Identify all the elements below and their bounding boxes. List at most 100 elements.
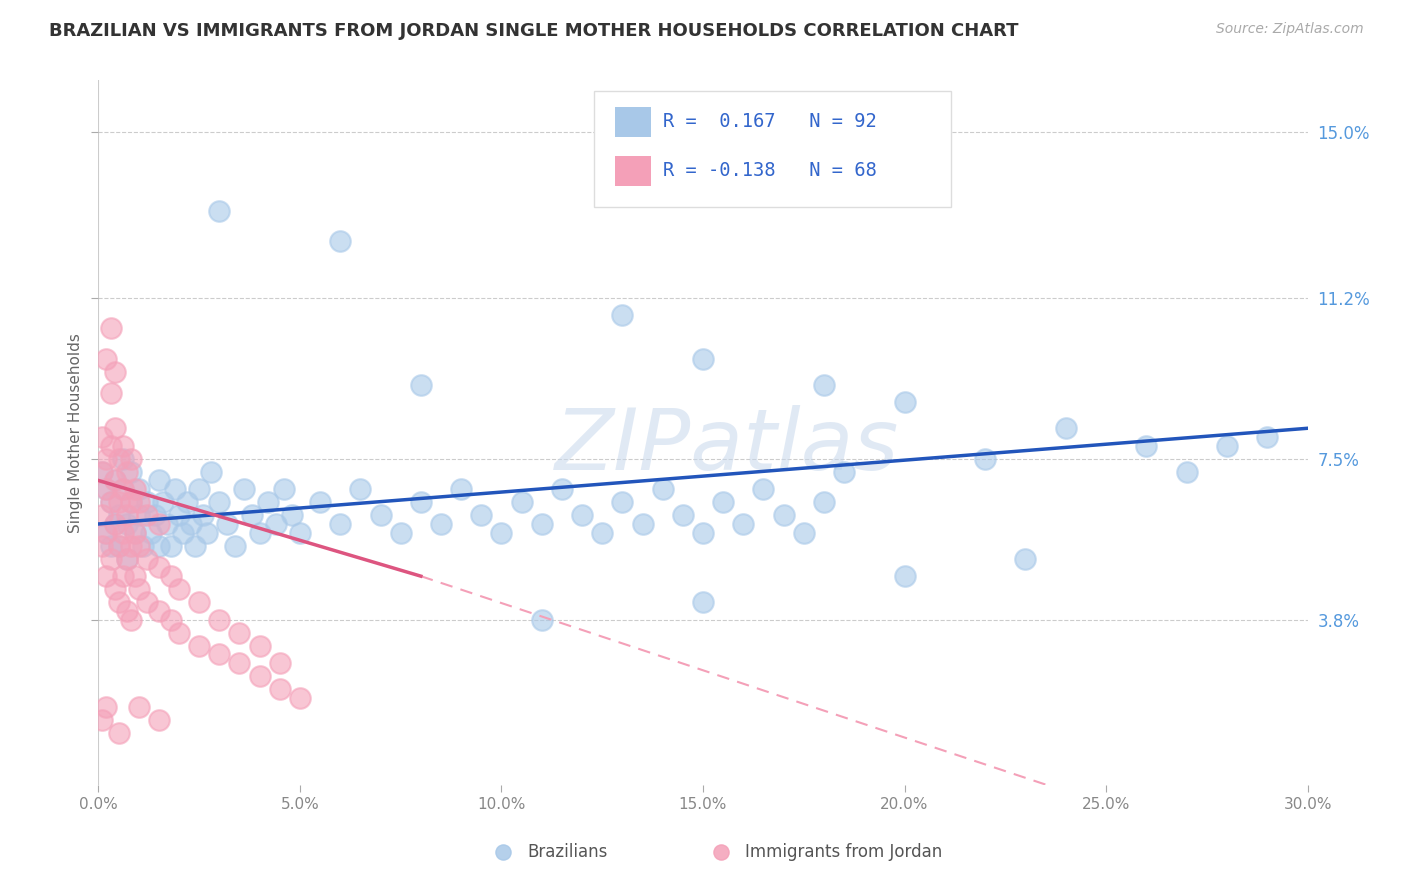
Point bbox=[256, 495, 278, 509]
Point bbox=[96, 482, 118, 496]
Point bbox=[893, 569, 915, 583]
Point bbox=[832, 465, 855, 479]
Point bbox=[115, 551, 138, 566]
Point bbox=[111, 525, 134, 540]
Point bbox=[107, 495, 129, 509]
Point bbox=[96, 525, 118, 540]
Point bbox=[195, 525, 218, 540]
Point bbox=[167, 508, 190, 523]
Point bbox=[309, 495, 332, 509]
Point bbox=[228, 656, 250, 670]
Point bbox=[111, 451, 134, 466]
Point bbox=[124, 525, 146, 540]
Point bbox=[612, 495, 634, 509]
Point bbox=[692, 595, 714, 609]
Point bbox=[672, 508, 695, 523]
Point bbox=[329, 516, 352, 531]
Point bbox=[491, 525, 513, 540]
Point bbox=[530, 516, 553, 531]
Point bbox=[100, 386, 122, 401]
Point bbox=[103, 421, 125, 435]
Point bbox=[288, 525, 311, 540]
Point bbox=[160, 569, 183, 583]
Point bbox=[103, 582, 125, 597]
Point bbox=[167, 625, 190, 640]
Point bbox=[91, 465, 114, 479]
Point bbox=[1135, 439, 1157, 453]
Point bbox=[100, 551, 122, 566]
Point bbox=[208, 648, 231, 662]
Point bbox=[813, 377, 835, 392]
Point bbox=[115, 551, 138, 566]
Text: Source: ZipAtlas.com: Source: ZipAtlas.com bbox=[1216, 22, 1364, 37]
Point bbox=[1175, 465, 1198, 479]
Point bbox=[120, 451, 142, 466]
Point bbox=[96, 569, 118, 583]
Point bbox=[103, 474, 125, 488]
Point bbox=[107, 539, 129, 553]
Point bbox=[160, 539, 183, 553]
Point bbox=[100, 439, 122, 453]
Point bbox=[120, 465, 142, 479]
Point bbox=[100, 539, 122, 553]
Point bbox=[96, 351, 118, 366]
Point bbox=[148, 713, 170, 727]
Point bbox=[249, 669, 271, 683]
Point bbox=[103, 365, 125, 379]
Point bbox=[148, 474, 170, 488]
Point bbox=[249, 525, 271, 540]
Point bbox=[281, 508, 304, 523]
Point bbox=[200, 465, 222, 479]
Point bbox=[430, 516, 453, 531]
Point bbox=[269, 682, 291, 697]
Point bbox=[128, 699, 150, 714]
Text: BRAZILIAN VS IMMIGRANTS FROM JORDAN SINGLE MOTHER HOUSEHOLDS CORRELATION CHART: BRAZILIAN VS IMMIGRANTS FROM JORDAN SING… bbox=[49, 22, 1019, 40]
Point bbox=[135, 495, 157, 509]
Point bbox=[96, 451, 118, 466]
Point bbox=[103, 474, 125, 488]
Point bbox=[107, 595, 129, 609]
Point bbox=[148, 516, 170, 531]
Point bbox=[591, 525, 613, 540]
Point bbox=[208, 495, 231, 509]
Point bbox=[96, 482, 118, 496]
Point bbox=[180, 516, 202, 531]
Point bbox=[107, 539, 129, 553]
Point bbox=[135, 595, 157, 609]
Point bbox=[193, 508, 215, 523]
Point bbox=[111, 482, 134, 496]
Point bbox=[148, 560, 170, 574]
Point bbox=[692, 525, 714, 540]
Point bbox=[160, 613, 183, 627]
Point bbox=[974, 451, 997, 466]
Point bbox=[530, 613, 553, 627]
Point bbox=[120, 495, 142, 509]
Point bbox=[111, 569, 134, 583]
Point bbox=[120, 613, 142, 627]
Text: R =  0.167   N = 92: R = 0.167 N = 92 bbox=[664, 112, 877, 130]
FancyBboxPatch shape bbox=[595, 91, 950, 207]
Point bbox=[228, 625, 250, 640]
Point bbox=[249, 639, 271, 653]
Point bbox=[135, 508, 157, 523]
Point bbox=[103, 516, 125, 531]
Point bbox=[224, 539, 246, 553]
Point bbox=[793, 525, 815, 540]
Point bbox=[208, 613, 231, 627]
Point bbox=[1256, 430, 1278, 444]
Point bbox=[232, 482, 254, 496]
Point bbox=[167, 582, 190, 597]
Point bbox=[91, 713, 114, 727]
Point bbox=[172, 525, 194, 540]
Point bbox=[148, 539, 170, 553]
Point bbox=[612, 308, 634, 322]
Point bbox=[100, 495, 122, 509]
Point bbox=[288, 690, 311, 705]
Point bbox=[135, 551, 157, 566]
Point bbox=[124, 482, 146, 496]
Point bbox=[128, 582, 150, 597]
Point bbox=[91, 539, 114, 553]
Point bbox=[111, 439, 134, 453]
Point bbox=[91, 508, 114, 523]
Point bbox=[107, 451, 129, 466]
